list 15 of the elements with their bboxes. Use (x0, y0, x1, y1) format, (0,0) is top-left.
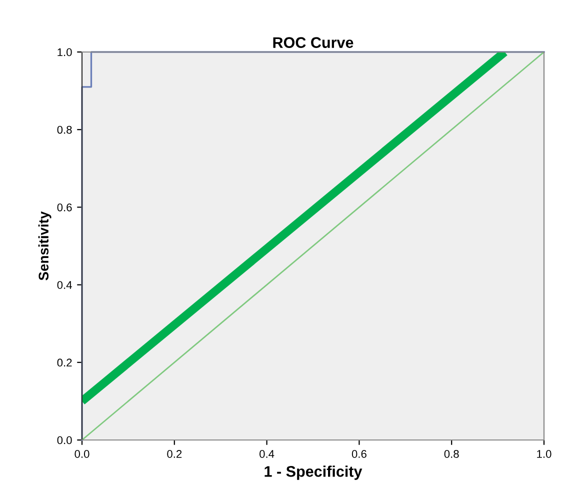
y-axis-title: Sensitivity (38, 211, 52, 280)
x-tick-label: 0.8 (444, 450, 459, 458)
x-tick-label: 0.6 (352, 450, 366, 458)
y-tick-label: 0.2 (57, 358, 72, 367)
x-tick-label: 0.2 (167, 450, 182, 458)
y-tick-label: 0.6 (57, 203, 72, 212)
y-tick-label: 0.8 (57, 126, 72, 134)
x-tick-label: 0.0 (74, 450, 90, 458)
chart-title: ROC Curve (273, 37, 354, 48)
x-axis-title: 1 - Specificity (264, 466, 362, 480)
x-tick-label: 0.4 (260, 450, 274, 458)
x-tick-label: 1.0 (537, 450, 552, 458)
y-tick-label: 0.4 (57, 281, 72, 289)
y-tick-label: 1.0 (58, 48, 72, 56)
y-tick-label: 0.0 (57, 436, 72, 444)
